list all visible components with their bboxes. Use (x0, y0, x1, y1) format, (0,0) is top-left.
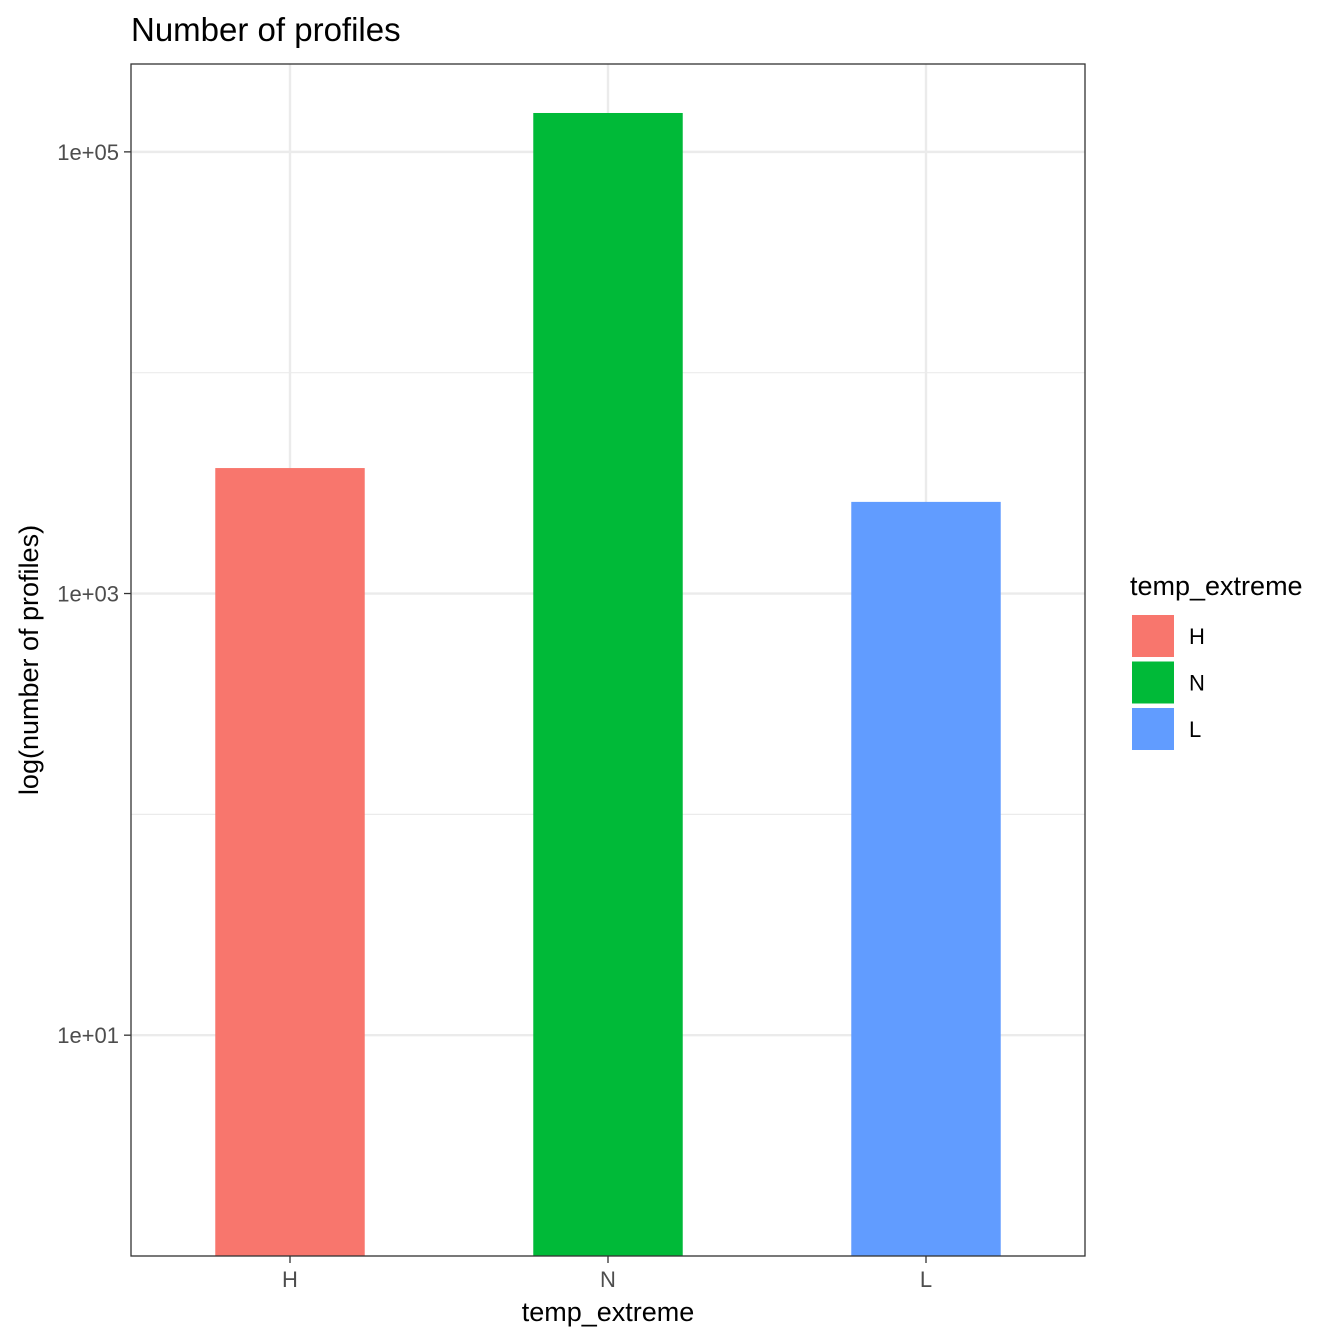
bar-N (533, 112, 683, 1256)
x-tick-label: L (920, 1267, 932, 1292)
y-tick-label: 1e+03 (57, 582, 119, 607)
legend-key-L (1132, 708, 1174, 750)
legend-title: temp_extreme (1130, 571, 1303, 601)
x-tick-label: H (282, 1267, 298, 1292)
legend-label: N (1189, 671, 1205, 696)
legend-label: H (1189, 624, 1205, 649)
x-axis-title: temp_extreme (522, 1297, 695, 1327)
y-tick-label: 1e+01 (57, 1023, 119, 1048)
bars (215, 112, 1001, 1257)
chart-title: Number of profiles (131, 11, 401, 48)
bar-L (851, 501, 1001, 1257)
bar-H (215, 468, 365, 1257)
y-axis: 1e+01 1e+03 1e+05 (57, 140, 131, 1048)
legend-key-N (1132, 661, 1174, 704)
legend-label: L (1189, 717, 1201, 742)
legend: temp_extreme HNL (1130, 571, 1303, 750)
y-tick-label: 1e+05 (57, 140, 119, 165)
y-axis-title: log(number of profiles) (14, 525, 44, 795)
legend-key-H (1132, 615, 1174, 657)
x-tick-label: N (600, 1267, 616, 1292)
